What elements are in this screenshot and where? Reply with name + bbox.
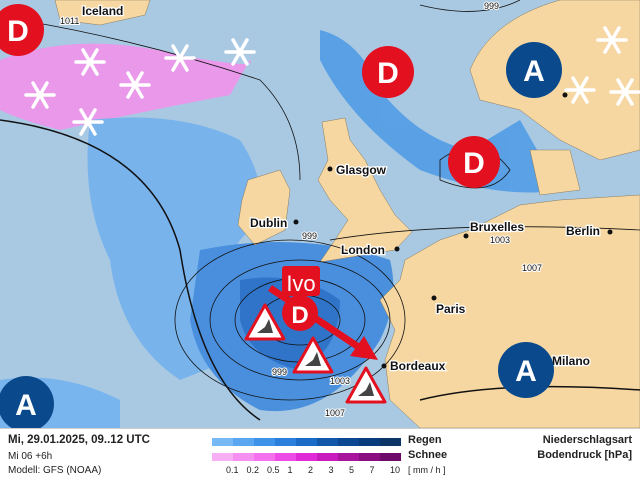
rain-swatch — [233, 438, 254, 446]
model-label: Modell: GFS (NOAA) — [8, 465, 102, 476]
rain-swatch — [254, 438, 275, 446]
svg-text:Ivo: Ivo — [286, 271, 315, 296]
legend-title-pressure: Bodendruck [hPa] — [537, 449, 632, 461]
scale-tick: 0.2 — [246, 465, 260, 475]
snowflake-icon — [596, 26, 628, 54]
rain-swatch — [338, 438, 359, 446]
legend: Mi, 29.01.2025, 09..12 UTC Mi 06 +6h Mod… — [0, 428, 640, 479]
city-labels: Iceland Glasgow Dublin London Bruxelles … — [81, 3, 613, 374]
snowflake-icon — [74, 48, 106, 76]
svg-text:999: 999 — [272, 367, 287, 377]
rain-swatch — [380, 438, 401, 446]
rain-swatch — [296, 438, 317, 446]
svg-text:999: 999 — [484, 1, 499, 11]
snow-swatch — [254, 453, 275, 461]
svg-text:Berlin: Berlin — [566, 224, 600, 238]
low-pressure-marker: D — [448, 136, 500, 188]
snow-label: Schnee — [408, 449, 448, 461]
scale-tick: 0.5 — [267, 465, 280, 475]
snowflake-icon — [224, 38, 256, 66]
rain-label: Regen — [408, 434, 442, 446]
snow-swatch — [338, 453, 359, 461]
svg-text:Bruxelles: Bruxelles — [470, 220, 524, 234]
rain-swatch — [317, 438, 338, 446]
scale-tick: 0.1 — [226, 465, 239, 475]
svg-text:A: A — [523, 55, 545, 88]
isobars — [0, 0, 640, 421]
svg-text:Milano: Milano — [552, 354, 590, 368]
scale-tick: 7 — [369, 465, 375, 475]
low-pressure-marker-ivo: D — [282, 295, 318, 331]
snowflake-icon — [164, 44, 196, 72]
snow-swatch — [275, 453, 296, 461]
snow-swatch — [212, 453, 233, 461]
isobar-labels: 1011 999 999 1003 1007 999 1003 1007 — [59, 0, 543, 419]
high-pressure-marker: A — [506, 42, 562, 98]
snowflake-icon — [564, 76, 596, 104]
svg-text:1007: 1007 — [522, 263, 542, 273]
storm-name-label: Ivo — [282, 266, 320, 296]
snow-icons — [24, 26, 640, 136]
rain-swatch — [359, 438, 380, 446]
snow-swatch — [296, 453, 317, 461]
warning-icons — [244, 303, 387, 404]
svg-text:999: 999 — [302, 231, 317, 241]
scale-tick: 10 — [390, 465, 401, 475]
rain-swatch — [212, 438, 233, 446]
svg-text:1003: 1003 — [330, 376, 350, 386]
high-pressure-marker: A — [498, 342, 554, 398]
forecast-date: Mi, 29.01.2025, 09..12 UTC — [8, 434, 150, 446]
wind-warning-icon — [345, 366, 387, 404]
snowflake-icon — [119, 71, 151, 99]
svg-text:1007: 1007 — [325, 408, 345, 418]
legend-title-precip-type: Niederschlagsart — [542, 434, 632, 446]
unit-label: [ mm / h ] — [408, 465, 446, 475]
snow-swatch — [359, 453, 380, 461]
svg-text:Glasgow: Glasgow — [336, 163, 387, 177]
svg-text:1011: 1011 — [60, 16, 79, 26]
svg-text:D: D — [377, 57, 399, 90]
low-pressure-marker: D — [362, 46, 414, 98]
svg-text:D: D — [291, 302, 308, 329]
snow-swatch — [380, 453, 401, 461]
scale-tick: 5 — [349, 465, 355, 475]
scale-tick: 1 — [287, 465, 293, 475]
svg-text:Iceland: Iceland — [82, 4, 123, 18]
snow-swatch — [317, 453, 338, 461]
pressure-centers: D D D D Ivo A A A — [0, 4, 562, 428]
wind-warning-icon — [244, 303, 286, 341]
svg-text:Dublin: Dublin — [250, 216, 287, 230]
scale-tick: 2 — [308, 465, 314, 475]
svg-text:D: D — [7, 15, 29, 48]
svg-text:A: A — [15, 389, 37, 422]
svg-text:Paris: Paris — [436, 302, 466, 316]
forecast-run: Mi 06 +6h — [8, 451, 53, 462]
svg-text:1003: 1003 — [490, 235, 510, 245]
snowflake-icon — [24, 81, 56, 109]
svg-text:D: D — [463, 147, 485, 180]
low-pressure-marker: D — [0, 4, 44, 56]
snowflake-icon — [72, 108, 104, 136]
weather-map: 1011 999 999 1003 1007 999 1003 1007 Ice… — [0, 0, 640, 428]
svg-text:A: A — [515, 355, 537, 388]
high-pressure-marker: A — [0, 376, 54, 428]
snow-swatch — [233, 453, 254, 461]
svg-text:London: London — [341, 243, 385, 257]
wind-warning-icon — [292, 336, 334, 374]
snowflake-icon — [609, 78, 640, 106]
svg-text:Bordeaux: Bordeaux — [390, 359, 446, 373]
scale-tick: 3 — [328, 465, 334, 475]
rain-swatch — [275, 438, 296, 446]
